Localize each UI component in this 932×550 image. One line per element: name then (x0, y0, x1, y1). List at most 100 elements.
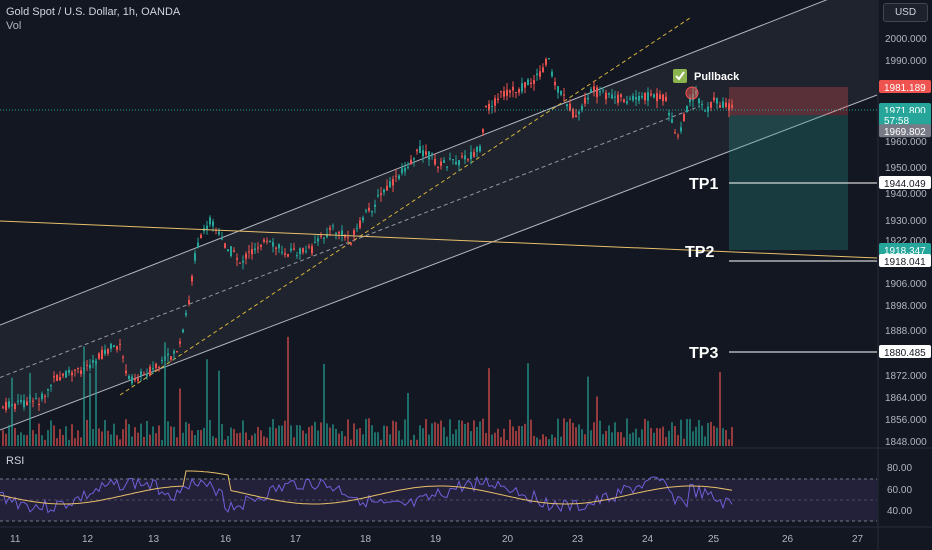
price-tag-bg (879, 254, 931, 267)
candle-body (524, 82, 526, 88)
volume-bar (491, 434, 493, 446)
volume-bar (347, 419, 349, 446)
volume-bar (308, 426, 310, 446)
candle-body (341, 230, 343, 235)
volume-bar (428, 434, 430, 446)
candlesticks (2, 57, 733, 413)
volume-bar (86, 419, 88, 446)
time-axis-label: 27 (852, 534, 864, 545)
volume-bar (698, 419, 700, 446)
candle-body (527, 79, 529, 85)
candle-body (719, 105, 721, 108)
volume-bar (296, 425, 298, 446)
volume-bar (113, 423, 115, 446)
candle-body (191, 276, 193, 282)
candle-body (389, 181, 391, 188)
price-tag-label: 1981.189 (884, 83, 926, 94)
price-tag-label: 1971.800 (884, 106, 926, 117)
time-axis-label: 24 (642, 534, 654, 545)
candle-body (332, 225, 334, 227)
volume-bar (425, 419, 427, 446)
volume-bar (584, 434, 586, 446)
candle-body (8, 401, 10, 408)
candle-body (509, 90, 511, 93)
volume-bar (254, 433, 256, 446)
volume-bar (392, 420, 394, 446)
volume-bar (644, 418, 646, 446)
candle-body (227, 249, 229, 252)
volume-bar (68, 439, 70, 446)
candle-body (95, 361, 97, 363)
candle-body (638, 96, 640, 101)
candle-body (671, 119, 673, 123)
volume-bar (446, 436, 448, 446)
volume-bar (14, 427, 16, 446)
candle-body (707, 106, 709, 112)
candle-body (221, 238, 223, 240)
candle-body (266, 240, 268, 242)
candle-body (434, 159, 436, 165)
volume-bar (554, 437, 556, 446)
currency-button[interactable]: USD (883, 3, 928, 22)
volume-bar (455, 429, 457, 446)
candle-body (620, 94, 622, 97)
volume-bar (482, 418, 484, 446)
candle-body (722, 101, 724, 108)
volume-bar (377, 432, 379, 446)
volume-bar (209, 420, 211, 446)
candle-body (662, 94, 664, 102)
candle-body (20, 400, 22, 402)
volume-bar (416, 439, 418, 446)
candle-body (689, 97, 691, 103)
volume-bar (218, 370, 220, 446)
volume-bar (494, 432, 496, 446)
candle-body (56, 374, 58, 381)
volume-bar (305, 433, 307, 446)
volume-bar (692, 431, 694, 446)
volume-bar (287, 336, 289, 446)
candle-body (536, 73, 538, 76)
candle-body (290, 248, 292, 251)
volume-bar (551, 434, 553, 446)
candle-body (218, 231, 220, 235)
volume-bar (719, 372, 721, 446)
volume-bar (161, 439, 163, 446)
volume-bar (80, 437, 82, 446)
time-axis-label: 17 (290, 534, 302, 545)
candle-body (323, 237, 325, 239)
volume-bar (92, 428, 94, 446)
candle-body (83, 367, 85, 370)
candle-body (164, 357, 166, 359)
volume-bar (590, 430, 592, 446)
volume-bar (284, 420, 286, 446)
candle-body (647, 92, 649, 101)
candle-body (500, 91, 502, 93)
candle-body (467, 159, 469, 161)
candle-body (101, 349, 103, 360)
price-axis: 2000.000 1990.000 1960.000 1950.000 1940.000… (10, 34, 931, 545)
volume-bar (671, 422, 673, 446)
time-axis-label: 16 (220, 534, 232, 545)
candle-body (641, 95, 643, 98)
volume-bar (341, 431, 343, 446)
candle-body (239, 262, 241, 264)
price-axis-label: 1888.000 (885, 326, 927, 337)
volume-bar (593, 422, 595, 446)
candle-body (167, 353, 169, 356)
candle-body (650, 93, 652, 96)
candle-body (242, 260, 244, 263)
volume-bar (98, 428, 100, 446)
volume-bar (560, 436, 562, 446)
candle-body (437, 166, 439, 168)
volume-bar (350, 439, 352, 446)
volume-bar (470, 431, 472, 446)
time-axis-label: 20 (502, 534, 514, 545)
volume-bar (368, 418, 370, 446)
volume-bar (668, 430, 670, 446)
volume-bar (164, 342, 166, 446)
candle-body (548, 58, 550, 60)
candle-body (161, 359, 163, 361)
candle-body (659, 94, 661, 100)
price-axis-label: 1930.000 (885, 216, 927, 227)
